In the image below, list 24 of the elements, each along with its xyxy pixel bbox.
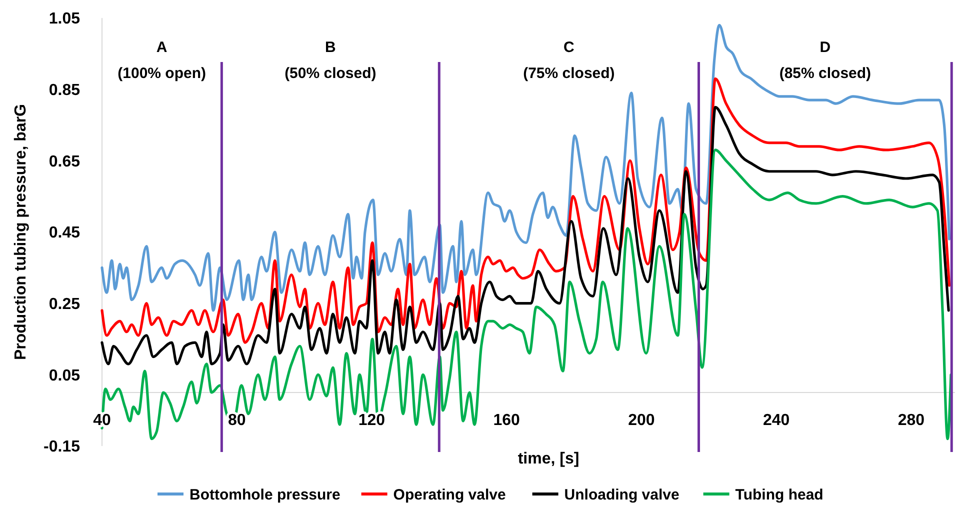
line-series bbox=[100, 106, 950, 366]
x-tick-label: 240 bbox=[762, 412, 790, 430]
y-tick-label: 0.25 bbox=[48, 296, 80, 313]
y-tick-label: 0.85 bbox=[48, 82, 80, 99]
y-tick-label: 0.65 bbox=[48, 153, 80, 170]
legend-label: Operating valve bbox=[393, 486, 506, 504]
legend-label: Bottomhole pressure bbox=[190, 486, 340, 504]
y-tick-label: 0.45 bbox=[48, 224, 80, 242]
x-tick-label: 200 bbox=[628, 412, 655, 430]
line-series bbox=[100, 24, 951, 312]
x-axis-title: time, [s] bbox=[518, 450, 580, 468]
x-tick-label: 280 bbox=[898, 412, 925, 430]
annotation: A (100% open) bbox=[118, 39, 206, 82]
annotation: B (50% closed) bbox=[284, 39, 376, 82]
x-tick-label: 120 bbox=[358, 412, 386, 430]
y-axis-title: Production tubing pressure, barG bbox=[12, 104, 30, 360]
legend-label: Tubing head bbox=[735, 486, 824, 504]
legend-label: Unloading valve bbox=[564, 486, 680, 504]
x-tick-label: 160 bbox=[493, 412, 520, 430]
y-tick-label: 1.05 bbox=[48, 10, 80, 28]
annotation: C (75% closed) bbox=[523, 39, 615, 82]
annotation: D (85% closed) bbox=[779, 39, 872, 82]
y-tick-label: -0.15 bbox=[44, 438, 80, 456]
y-tick-label: 0.05 bbox=[48, 367, 80, 384]
